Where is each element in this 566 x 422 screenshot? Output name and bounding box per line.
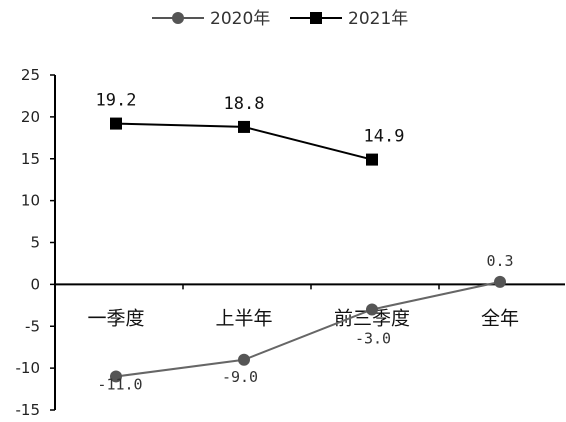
- series-line-0: [115, 280, 501, 378]
- y-tick-label: 25: [21, 66, 40, 84]
- y-tick-label: -5: [25, 317, 40, 335]
- y-tick-label: -10: [16, 359, 41, 377]
- legend-marker-circle: [172, 12, 184, 24]
- legend-marker-square: [310, 12, 322, 24]
- data-point-square: [238, 120, 250, 133]
- y-tick-label: 15: [21, 150, 40, 168]
- y-tick-label: 0: [30, 275, 40, 293]
- data-point-circle: [110, 370, 122, 383]
- y-tick-label: 20: [21, 108, 40, 126]
- data-point-circle: [366, 303, 378, 316]
- series-layer: [110, 117, 506, 383]
- data-label: 14.9: [364, 127, 405, 147]
- data-label: 18.8: [224, 94, 265, 114]
- y-tick-label: -15: [16, 401, 41, 419]
- legend-label: 2021年: [348, 9, 408, 29]
- legend-label: 2020年: [210, 9, 270, 29]
- data-label: -3.0: [355, 330, 391, 348]
- data-label: -11.0: [97, 376, 142, 394]
- data-label: 0.3: [486, 252, 513, 270]
- x-category-label: 一季度: [87, 307, 144, 329]
- y-tick-label: 10: [21, 192, 40, 210]
- data-point-circle: [238, 353, 250, 366]
- x-category-label: 前三季度: [334, 307, 410, 329]
- axes: -15 -10 -5 0 5 10 15 20 25 一季度 上半年 前三季度 全年: [16, 66, 565, 419]
- data-point-square: [110, 117, 122, 130]
- x-category-label: 全年: [481, 307, 519, 329]
- data-label: 19.2: [96, 91, 137, 111]
- data-point-circle: [494, 275, 506, 288]
- data-point-square: [366, 153, 378, 166]
- data-label: -9.0: [222, 368, 258, 386]
- x-category-label: 上半年: [215, 307, 272, 329]
- y-tick-label: 5: [30, 234, 40, 252]
- legend: 2020年 2021年: [152, 9, 408, 29]
- data-labels: -11.0 -9.0 -3.0 0.3 19.2 18.8 14.9: [96, 91, 514, 394]
